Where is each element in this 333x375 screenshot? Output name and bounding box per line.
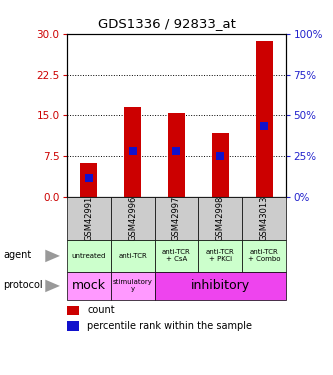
Bar [168,112,185,197]
Text: GSM42997: GSM42997 [172,196,181,241]
Text: percentile rank within the sample: percentile rank within the sample [88,321,252,331]
Text: agent: agent [3,249,32,259]
Bar [80,163,97,197]
Text: GSM42996: GSM42996 [128,196,137,241]
Text: anti-TCR: anti-TCR [118,253,147,259]
Text: GSM43013: GSM43013 [260,196,269,241]
Polygon shape [45,250,60,262]
Bar [124,107,141,197]
Text: inhibitory: inhibitory [191,279,250,292]
Polygon shape [45,280,60,292]
Text: count: count [88,306,115,315]
Text: anti-TCR
+ CsA: anti-TCR + CsA [162,249,191,262]
Text: anti-TCR
+ Combo: anti-TCR + Combo [248,249,281,262]
Text: protocol: protocol [3,279,43,290]
Text: untreated: untreated [71,253,106,259]
Text: GSM42991: GSM42991 [84,196,93,241]
Bar [212,133,229,197]
Text: anti-TCR
+ PKCi: anti-TCR + PKCi [206,249,235,262]
Bar [256,41,273,197]
Text: GSM42998: GSM42998 [216,196,225,241]
Text: GDS1336 / 92833_at: GDS1336 / 92833_at [98,17,235,30]
Text: stimulatory
y: stimulatory y [113,279,153,292]
Bar [67,306,79,315]
Bar [67,321,79,331]
Text: mock: mock [72,279,106,292]
